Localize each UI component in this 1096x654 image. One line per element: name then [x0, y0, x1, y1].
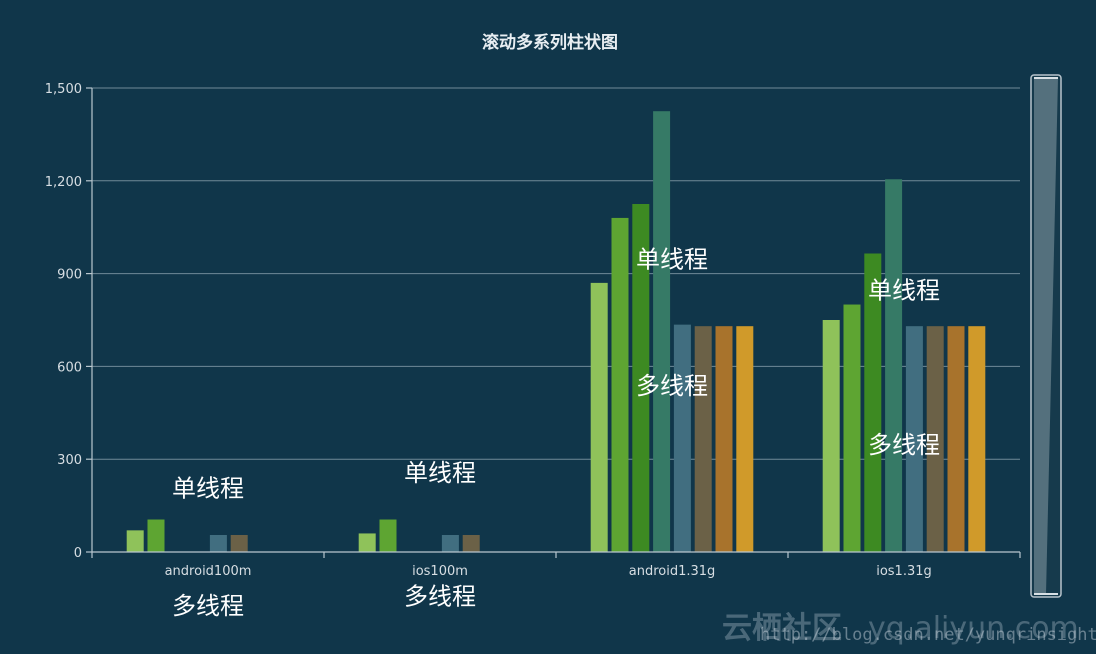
x-category-label: ios1.31g	[876, 564, 932, 579]
annotation-label: 多线程	[868, 431, 940, 459]
x-category-label: android100m	[165, 564, 252, 579]
bar	[926, 326, 944, 552]
bar	[694, 326, 712, 552]
bar	[947, 326, 965, 552]
bar	[736, 326, 754, 552]
x-category-label: ios100m	[412, 564, 468, 579]
chart-title: 滚动多系列柱状图	[482, 32, 618, 53]
y-tick-label: 300	[57, 453, 82, 468]
data-zoom-scrollbar[interactable]	[1030, 74, 1062, 598]
bar	[968, 326, 986, 552]
bar	[885, 179, 903, 552]
bar	[611, 217, 629, 553]
bar	[715, 326, 733, 552]
bar	[209, 534, 227, 552]
bars	[126, 111, 986, 553]
bar	[822, 320, 840, 552]
bar	[843, 304, 861, 552]
x-category-label: android1.31g	[629, 564, 716, 579]
annotation-label: 单线程	[636, 245, 708, 273]
bar	[673, 324, 691, 552]
bar	[230, 534, 248, 552]
bar	[126, 530, 144, 552]
bar	[864, 253, 882, 552]
annotation-label: 单线程	[868, 276, 940, 304]
bar	[358, 533, 376, 552]
x-axis-category-labels: android100m ios100m android1.31g ios1.31g	[165, 564, 932, 579]
annotation-label: 多线程	[636, 372, 708, 400]
watermark-site: yq.aliyun.com	[868, 611, 1079, 646]
bar	[590, 282, 608, 552]
bar	[905, 326, 923, 552]
annotation-label: 多线程	[172, 592, 244, 620]
annotation-label: 单线程	[404, 459, 476, 487]
y-tick-label: 1,200	[45, 175, 82, 190]
y-tick-label: 0	[74, 546, 82, 561]
x-axis-ticks	[91, 552, 1021, 558]
annotation-label: 单线程	[172, 474, 244, 502]
bar	[653, 111, 671, 552]
y-tick-label: 1,500	[45, 82, 82, 97]
y-tick-label: 900	[57, 268, 82, 283]
bar	[462, 534, 480, 552]
watermark-url: http://blog.csdn.net/yunqrinsight	[760, 625, 1096, 645]
bar	[632, 204, 650, 552]
bar	[379, 519, 397, 552]
y-axis-tick-labels: 0 300 600 900 1,200 1,500	[45, 82, 92, 561]
bar	[441, 534, 459, 552]
watermark-logo: 云栖社区	[722, 611, 842, 646]
scrollbar-handle[interactable]	[1034, 78, 1058, 594]
annotation-label: 多线程	[404, 583, 476, 611]
y-tick-label: 600	[57, 360, 82, 375]
bar	[147, 519, 165, 552]
watermark: 云栖社区 yq.aliyun.com http://blog.csdn.net/…	[722, 611, 1096, 646]
